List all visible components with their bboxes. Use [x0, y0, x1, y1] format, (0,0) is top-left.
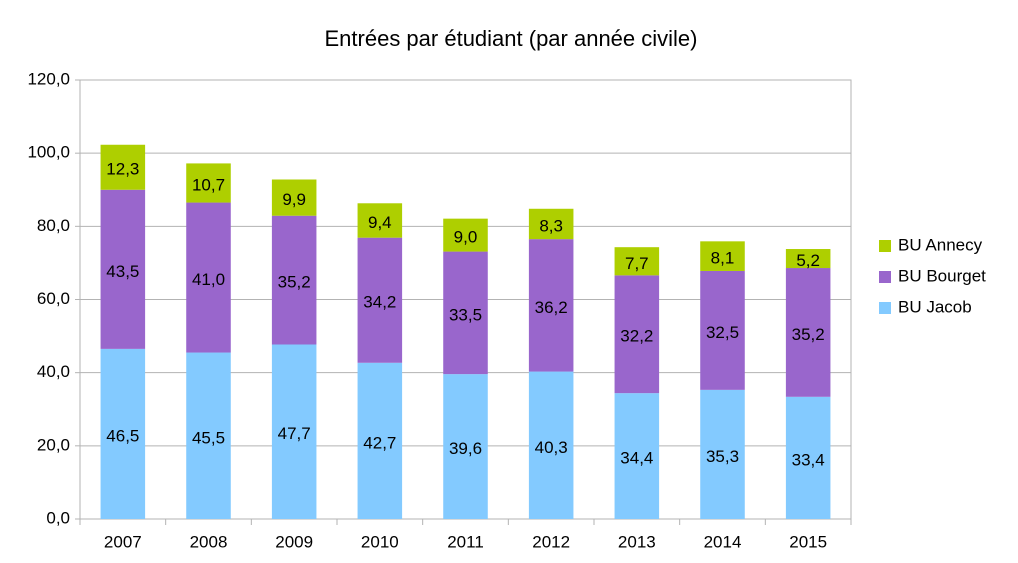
- value-label: 5,2: [796, 251, 820, 270]
- bar-segment: [443, 218, 488, 252]
- bar-segment: [700, 241, 745, 271]
- bar-segment: [100, 348, 146, 519]
- value-label: 36,2: [535, 298, 568, 317]
- x-tick-label: 2008: [190, 532, 228, 551]
- legend-label: BU Annecy: [898, 235, 983, 254]
- x-tick-label: 2011: [447, 532, 484, 551]
- y-tick-label: 60,0: [37, 289, 70, 308]
- bar-segment: [528, 371, 574, 519]
- bar-segment: [357, 362, 403, 519]
- value-label: 47,7: [278, 424, 311, 443]
- bar-segment: [785, 249, 831, 269]
- value-label: 10,7: [192, 175, 225, 194]
- x-tick-label: 2014: [704, 532, 742, 551]
- bar-segment: [271, 344, 317, 519]
- bar-segment: [186, 163, 231, 203]
- bar-segment: [271, 179, 317, 216]
- value-label: 34,2: [363, 293, 396, 312]
- bar-segment: [186, 352, 231, 519]
- bar-segment: [443, 374, 488, 519]
- bar-segment: [357, 203, 403, 238]
- legend-label: BU Bourget: [898, 266, 986, 285]
- value-label: 33,5: [449, 305, 482, 324]
- value-label: 42,7: [363, 433, 396, 452]
- bar-segment: [528, 239, 574, 372]
- value-label: 41,0: [192, 270, 225, 289]
- bar-segment: [443, 251, 488, 375]
- value-label: 32,5: [706, 323, 739, 342]
- bar-segment: [785, 268, 831, 397]
- legend-swatch: [879, 240, 891, 252]
- value-label: 39,6: [449, 439, 482, 458]
- value-label: 46,5: [106, 426, 139, 445]
- value-label: 9,0: [454, 228, 478, 247]
- value-label: 8,1: [711, 249, 735, 268]
- x-tick-label: 2009: [275, 532, 313, 551]
- value-label: 34,4: [620, 449, 653, 468]
- value-label: 9,9: [282, 190, 306, 209]
- x-tick-label: 2007: [104, 532, 142, 551]
- x-tick-label: 2010: [361, 532, 399, 551]
- value-label: 12,3: [106, 160, 139, 179]
- y-tick-label: 100,0: [27, 143, 70, 162]
- bar-segment: [614, 393, 660, 519]
- value-label: 43,5: [106, 262, 139, 281]
- value-label: 35,2: [792, 325, 825, 344]
- value-label: 45,5: [192, 428, 225, 447]
- value-label: 35,3: [706, 447, 739, 466]
- legend-swatch: [879, 302, 891, 314]
- chart-title: Entrées par étudiant (par année civile): [325, 26, 698, 51]
- legend-swatch: [879, 271, 891, 283]
- bar-segment: [100, 189, 146, 349]
- bar-segment: [785, 396, 831, 519]
- bar-segment: [271, 215, 317, 345]
- x-tick-label: 2013: [618, 532, 656, 551]
- y-tick-label: 0,0: [46, 508, 70, 527]
- y-tick-label: 20,0: [37, 435, 70, 454]
- x-tick-label: 2015: [789, 532, 827, 551]
- bar-segment: [357, 237, 403, 363]
- y-tick-label: 80,0: [37, 216, 70, 235]
- value-label: 9,4: [368, 213, 392, 232]
- value-label: 40,3: [535, 438, 568, 457]
- value-label: 7,7: [625, 254, 649, 273]
- value-label: 8,3: [539, 216, 563, 235]
- x-tick-label: 2012: [532, 532, 570, 551]
- bar-segment: [700, 270, 745, 390]
- y-tick-label: 120,0: [27, 69, 70, 88]
- value-label: 33,4: [792, 450, 825, 469]
- legend-label: BU Jacob: [898, 297, 972, 316]
- bar-segment: [186, 202, 231, 353]
- bar-segment: [700, 389, 745, 519]
- y-tick-label: 40,0: [37, 362, 70, 381]
- value-label: 32,2: [620, 327, 653, 346]
- bar-segment: [100, 144, 146, 190]
- bar-segment: [614, 275, 660, 394]
- bar-segment: [528, 208, 574, 240]
- value-label: 35,2: [278, 273, 311, 292]
- bar-segment: [614, 247, 660, 276]
